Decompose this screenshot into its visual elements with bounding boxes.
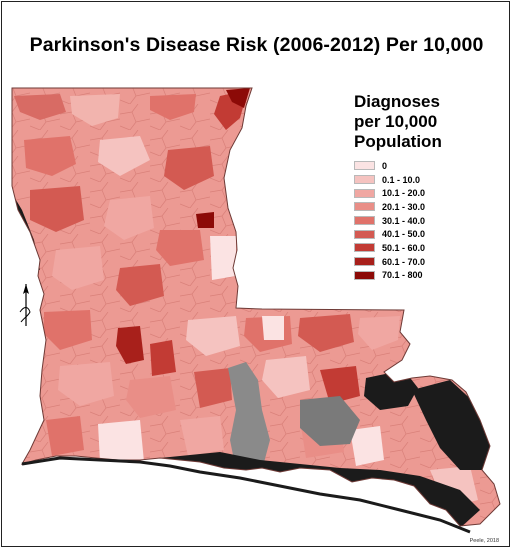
legend-label: 10.1 - 20.0 [382, 188, 426, 199]
map-title: Parkinson's Disease Risk (2006-2012) Per… [29, 34, 484, 56]
legend-swatch [354, 202, 375, 212]
legend-swatch [354, 161, 375, 171]
tract-patches [14, 88, 478, 508]
north-arrow-icon [19, 284, 31, 326]
legend-label: 60.1 - 70.0 [382, 256, 426, 267]
legend-label: 0 [382, 160, 388, 171]
legend-items: 0 0.1 - 10.0 10.1 - 20.0 20.1 - 30.0 30.1 - … [354, 159, 494, 282]
legend-label: 70.1 - 800 [382, 270, 423, 281]
legend-label: 0.1 - 10.0 [382, 174, 421, 185]
map-credit: Peele, 2018 [469, 538, 499, 544]
legend-item: 60.1 - 70.0 [354, 255, 494, 269]
legend-title-line-2: per 10,000 [354, 112, 438, 131]
legend-title: Diagnoses per 10,000 Population [354, 92, 494, 152]
legend-item: 0 [354, 159, 494, 173]
map-legend: Diagnoses per 10,000 Population 0 0.1 - 1… [354, 92, 494, 282]
legend-swatch [354, 188, 375, 198]
state-outline [11, 87, 501, 527]
legend-item: 70.1 - 800 [354, 269, 494, 283]
legend-title-line-3: Population [354, 132, 442, 151]
legend-item: 10.1 - 20.0 [354, 186, 494, 200]
legend-swatch [354, 175, 375, 185]
legend-label: 20.1 - 30.0 [382, 201, 426, 212]
legend-swatch [354, 270, 375, 280]
legend-item: 0.1 - 10.0 [354, 173, 494, 187]
legend-item: 20.1 - 30.0 [354, 200, 494, 214]
legend-swatch [354, 216, 375, 226]
legend-swatch [354, 243, 375, 253]
legend-label: 40.1 - 50.0 [382, 229, 426, 240]
legend-label: 30.1 - 40.0 [382, 215, 426, 226]
legend-item: 40.1 - 50.0 [354, 227, 494, 241]
legend-swatch [354, 229, 375, 239]
legend-title-line-1: Diagnoses [354, 92, 440, 111]
legend-item: 50.1 - 60.0 [354, 241, 494, 255]
legend-item: 30.1 - 40.0 [354, 214, 494, 228]
legend-swatch [354, 257, 375, 267]
gulf-coastline [21, 456, 471, 534]
legend-label: 50.1 - 60.0 [382, 242, 426, 253]
